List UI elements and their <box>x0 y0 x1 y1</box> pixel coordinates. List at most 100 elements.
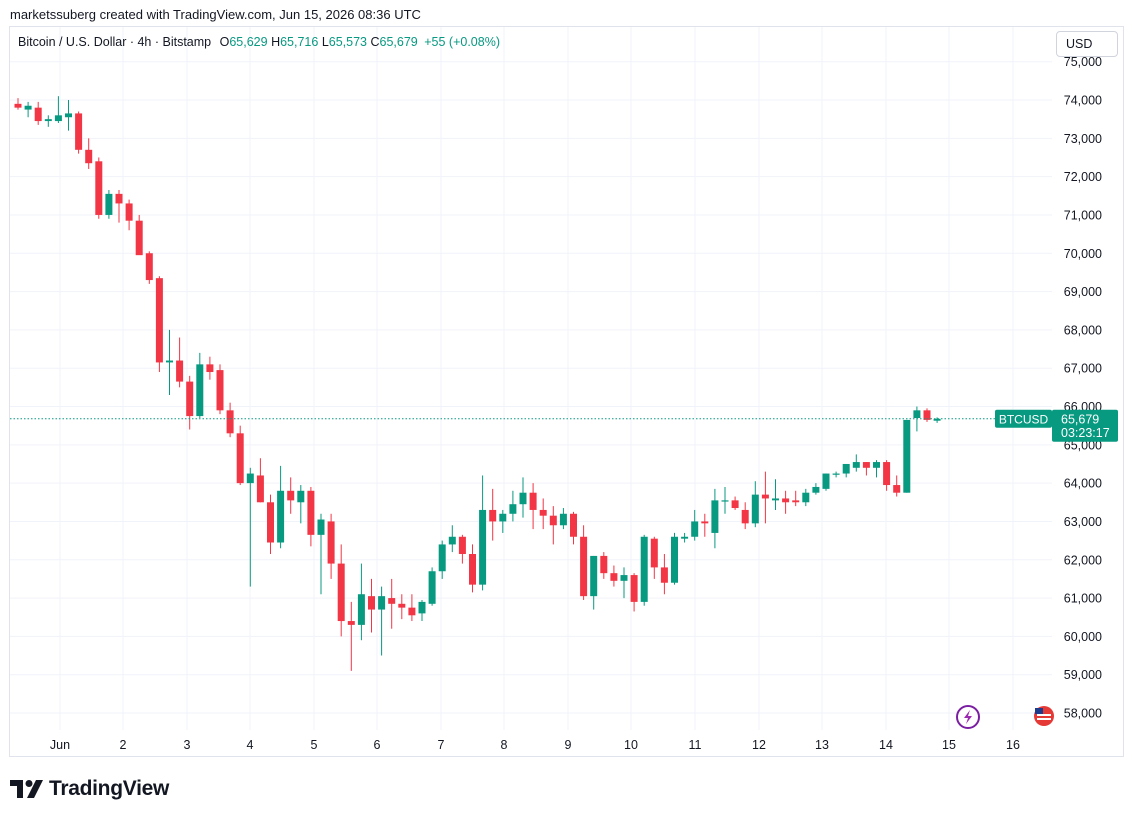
candle-down <box>458 534 466 564</box>
symbol-description: Bitcoin / U.S. Dollar · 4h · Bitstamp <box>18 35 212 49</box>
candle-body <box>721 500 729 502</box>
candle-body <box>570 513 577 537</box>
candle-up <box>873 460 880 478</box>
candle-body <box>469 554 476 585</box>
candles-layer <box>14 96 941 671</box>
candle-down <box>893 475 901 497</box>
x-tick-label: Jun <box>50 738 70 752</box>
candle-body <box>438 544 446 572</box>
candle-body <box>388 598 396 604</box>
candle-down <box>883 460 891 491</box>
candle-body <box>44 119 52 122</box>
candle-down <box>761 471 769 524</box>
candle-down <box>347 601 355 671</box>
candle-body <box>822 473 830 489</box>
price-tag-bg <box>1052 409 1118 442</box>
candle-body <box>620 575 628 581</box>
symbol-tag-bg <box>995 409 1052 428</box>
lightning-event-icon <box>956 705 980 729</box>
candle-down <box>368 578 375 633</box>
candle-up <box>65 100 72 131</box>
candle-down <box>287 477 295 514</box>
candle-down <box>85 138 93 169</box>
candle-down <box>337 544 345 637</box>
chart-frame[interactable] <box>9 26 1124 757</box>
candle-body <box>216 370 224 411</box>
candle-body <box>368 596 375 610</box>
candle-body <box>923 410 931 420</box>
candle-down <box>408 594 416 622</box>
candle-down <box>135 214 143 256</box>
y-tick-label: 68,000 <box>1064 323 1102 337</box>
y-tick-label: 70,000 <box>1064 247 1102 261</box>
candle-body <box>297 490 305 503</box>
candle-body <box>267 502 274 543</box>
candle-up <box>428 567 436 606</box>
candle-body <box>24 105 32 110</box>
candle-up <box>590 555 598 610</box>
candle-down <box>469 544 476 593</box>
candle-up <box>559 508 567 530</box>
candle-down <box>155 276 163 373</box>
candle-up <box>519 477 527 518</box>
candle-up <box>640 534 648 606</box>
candle-body <box>842 463 850 474</box>
candle-up <box>166 329 173 396</box>
candle-down <box>267 494 274 555</box>
candle-down <box>186 375 194 430</box>
candle-body <box>65 113 72 118</box>
candle-down <box>327 513 335 579</box>
candle-body <box>701 521 709 524</box>
candle-up <box>438 540 446 579</box>
candle-body <box>519 492 527 505</box>
candle-down <box>307 486 315 547</box>
candle-body <box>115 193 123 204</box>
candle-body <box>580 536 588 597</box>
candle-up <box>246 467 254 587</box>
candle-up <box>852 454 860 472</box>
candle-body <box>378 596 386 610</box>
low-label: L <box>321 35 329 49</box>
candle-body <box>711 500 719 533</box>
candle-up <box>448 525 456 553</box>
x-tick-label: 8 <box>501 738 508 752</box>
candle-body <box>751 494 759 524</box>
candle-up <box>832 471 840 478</box>
candle-body <box>499 513 507 522</box>
candle-body <box>246 473 254 484</box>
candle-up <box>772 479 779 510</box>
candle-body <box>529 492 537 510</box>
candle-body <box>166 360 173 363</box>
flag-icon-stripe <box>1037 714 1051 716</box>
tradingview-logo[interactable]: TradingView <box>10 776 169 802</box>
high-value: 65,716 <box>280 35 319 49</box>
candle-down <box>34 101 42 125</box>
candle-up <box>509 490 517 522</box>
candle-body <box>782 498 790 503</box>
candle-body <box>105 193 113 215</box>
currency-button[interactable]: USD <box>1056 31 1118 57</box>
candle-down <box>145 251 153 284</box>
x-tick-label: 5 <box>311 738 318 752</box>
candle-body <box>772 498 779 501</box>
candle-down <box>115 190 123 223</box>
candle-body <box>873 462 880 468</box>
candle-up <box>691 509 699 541</box>
y-tick-label: 72,000 <box>1064 170 1102 184</box>
candle-body <box>741 509 749 524</box>
y-tick-label: 63,000 <box>1064 515 1102 529</box>
x-tick-label: 15 <box>942 738 956 752</box>
candle-down <box>539 498 547 530</box>
candle-body <box>883 462 891 486</box>
high-label: H <box>271 35 281 49</box>
candle-body <box>549 515 557 526</box>
grid-layer <box>10 27 1052 730</box>
candle-body <box>509 504 517 514</box>
candle-body <box>155 278 163 363</box>
y-tick-label: 67,000 <box>1064 362 1102 376</box>
candle-body <box>145 253 153 281</box>
x-tick-label: 4 <box>247 738 254 752</box>
candle-body <box>812 486 820 493</box>
